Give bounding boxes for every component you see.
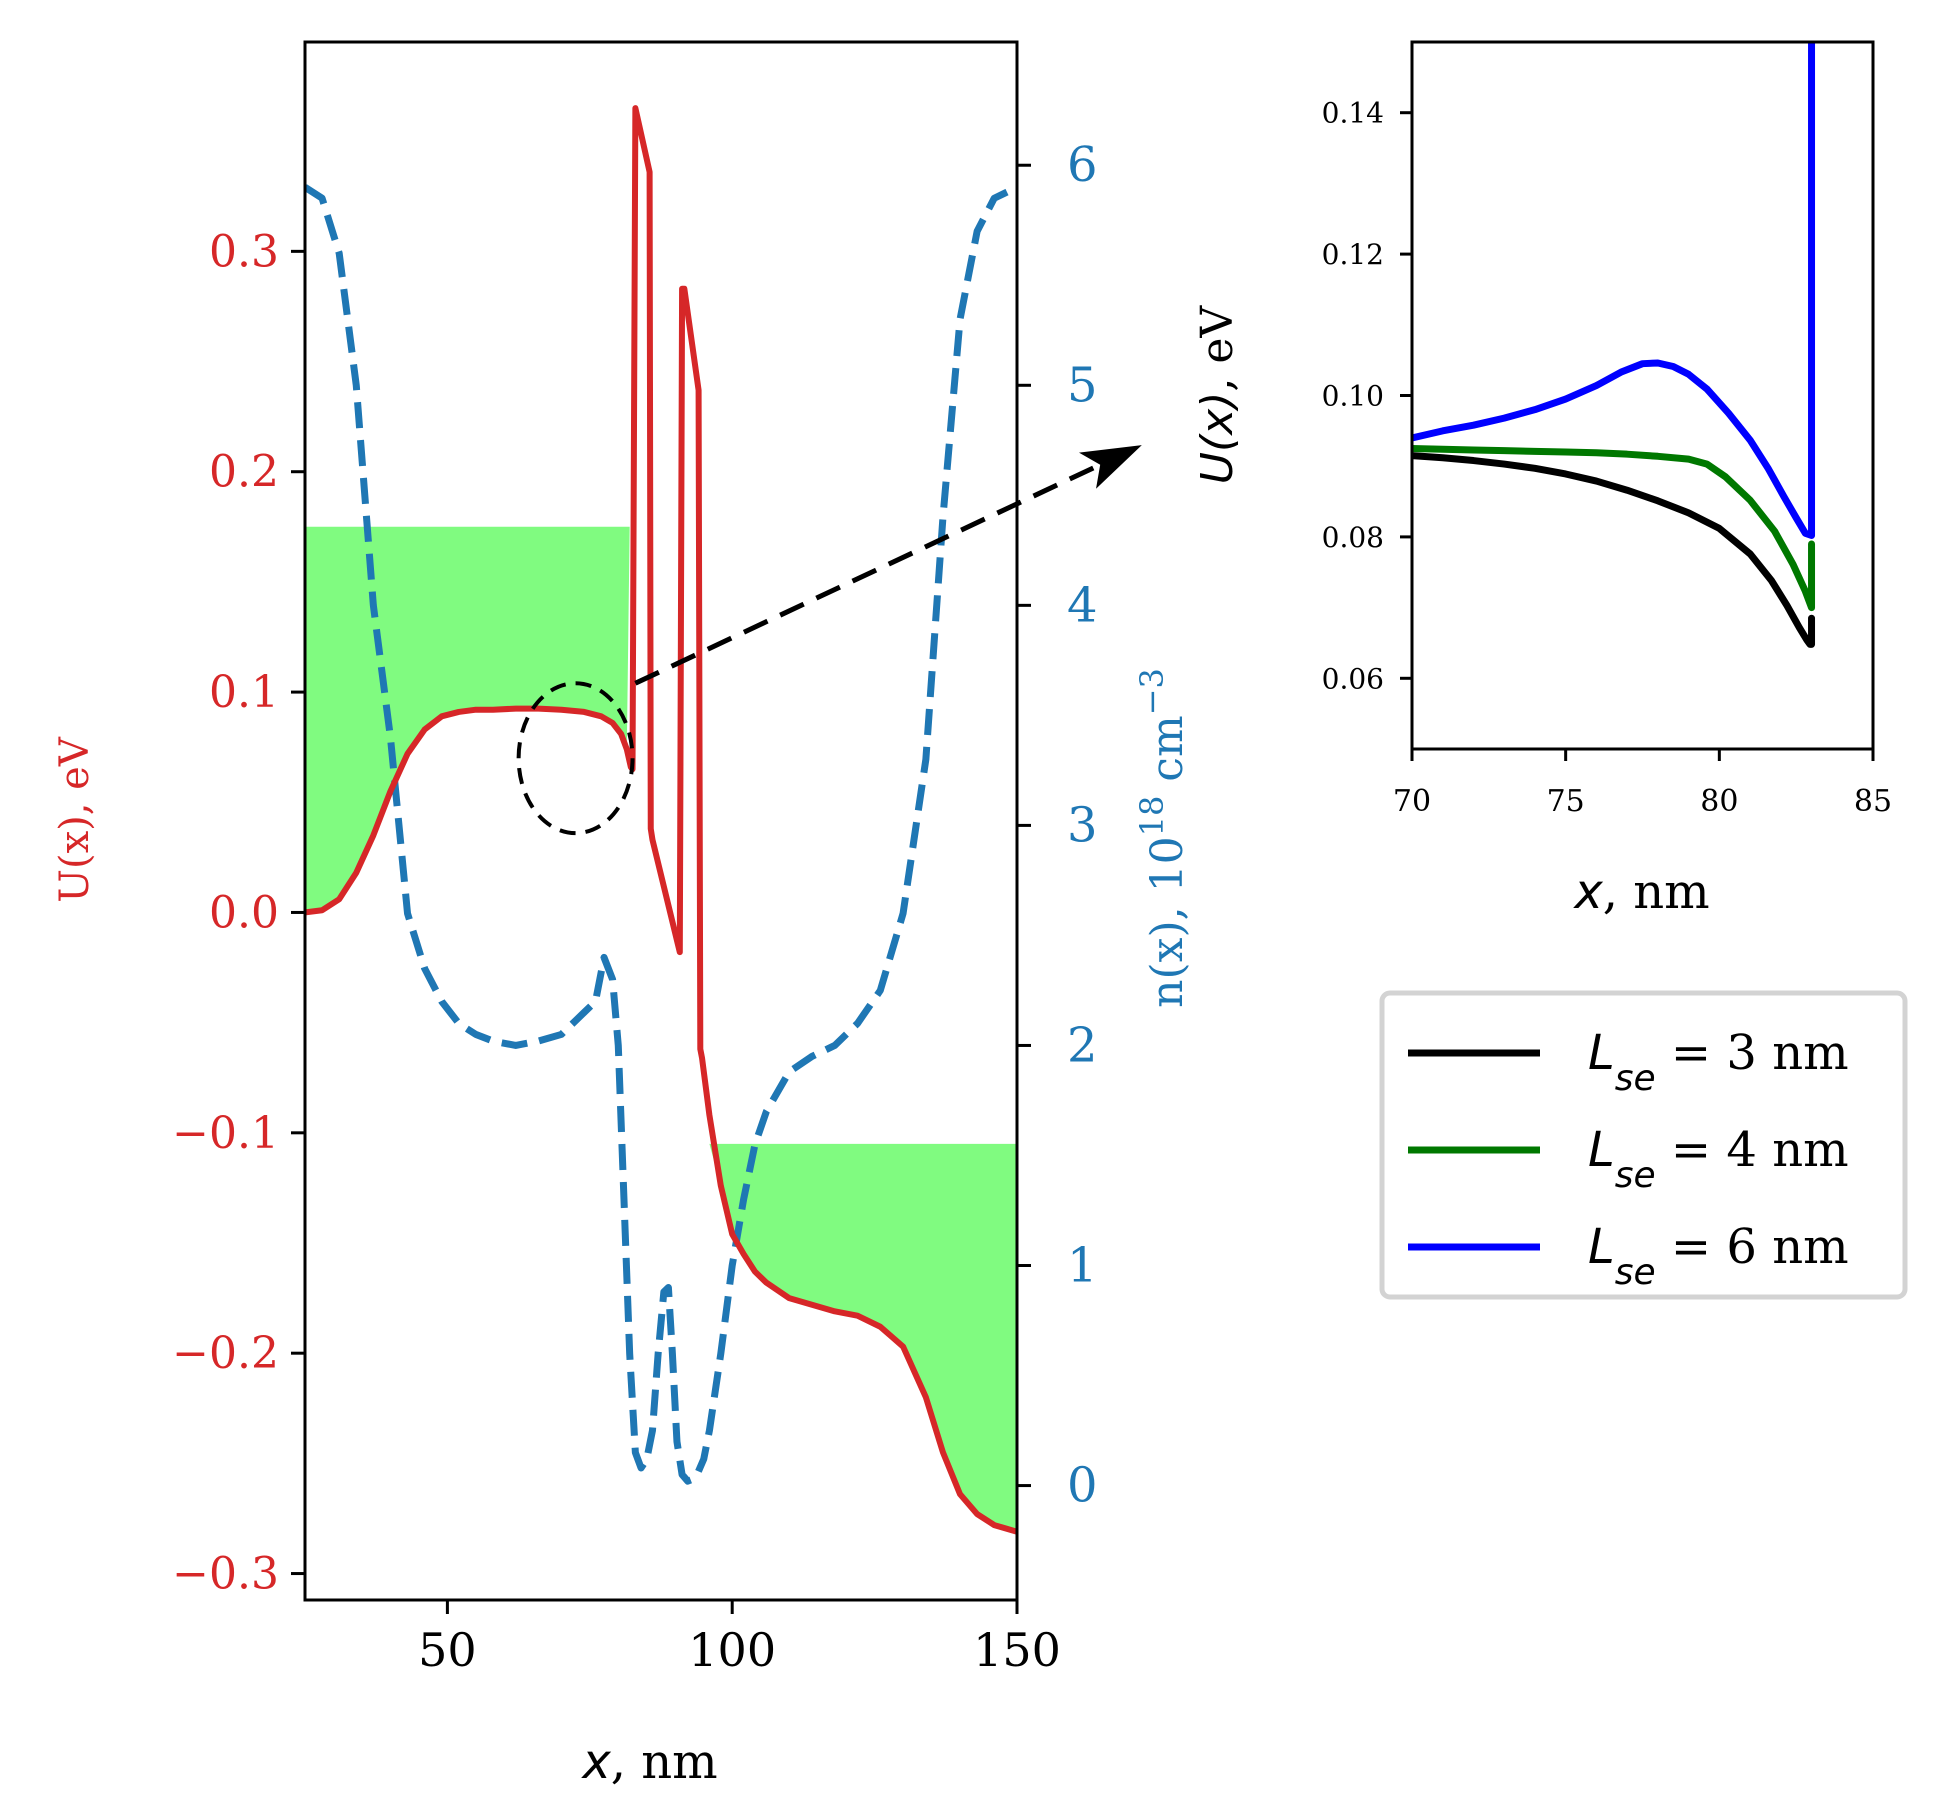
main-left-y-ticks: −0.3 −0.2 −0.1 0.0 0.1 0.2 0.3: [172, 226, 305, 1600]
fermi-fills: [305, 526, 1017, 1532]
main-right-y-tick-label: 1: [1067, 1238, 1098, 1294]
legend-label-sub: se: [1615, 1155, 1656, 1196]
inset-x-ticks: 70 75 80 85: [1393, 749, 1892, 819]
main-x-tick-label: 100: [688, 1623, 776, 1677]
main-left-y-tick-label: 0.1: [209, 667, 279, 718]
inset-y-tick-label: 0.08: [1322, 521, 1384, 554]
zoom-arrow: [634, 443, 1142, 686]
main-right-y-axis-label: n(x), 1018 cm−3: [1133, 668, 1193, 1008]
inset-y-ticks: 0.06 0.08 0.10 0.12 0.14: [1322, 97, 1412, 695]
main-x-unit: , nm: [611, 1734, 718, 1790]
main-left-y-tick-label: 0.0: [209, 887, 279, 938]
inset-y-tick-label: 0.12: [1322, 238, 1384, 271]
right-label-prefix: n(x), 10: [1142, 836, 1193, 1007]
main-right-y-tick-label: 0: [1067, 1458, 1098, 1514]
main-right-y-ticks: 0 1 2 3 4 5 6: [1017, 137, 1098, 1514]
inset-y-tick-label: 0.06: [1322, 662, 1384, 695]
inset-x-var: x: [1572, 864, 1603, 920]
legend-label-rest: = 4 nm: [1656, 1122, 1849, 1178]
inset-y-var: U(x): [1192, 392, 1243, 485]
density-line: [305, 184, 1017, 1485]
right-label-unit: cm: [1142, 715, 1193, 795]
main-left-y-tick-label: −0.1: [172, 1108, 279, 1159]
main-left-y-axis-label: U(x), eV: [52, 736, 98, 903]
right-label-exp: 18: [1133, 796, 1171, 837]
legend-label: Lse = 4 nm: [1588, 1122, 1849, 1196]
legend-label-sub: se: [1615, 1252, 1656, 1293]
main-right-y-tick-label: 4: [1067, 577, 1098, 633]
legend-label-var: L: [1588, 1219, 1615, 1275]
main-plot-frame: [303, 40, 1019, 1602]
main-x-ticks: 50 100 150: [418, 1600, 1061, 1677]
main-right-y-tick-label: 5: [1067, 357, 1098, 413]
legend-label-var: L: [1588, 1122, 1615, 1178]
inset-x-tick-label: 70: [1393, 784, 1431, 819]
zoom-circle: [516, 681, 635, 836]
fill-right-contact: [703, 1143, 1017, 1532]
legend-label-rest: = 6 nm: [1656, 1219, 1849, 1275]
inset-y-tick-label: 0.14: [1322, 97, 1384, 130]
right-label-unit-exp: −3: [1133, 668, 1171, 715]
inset-x-tick-label: 80: [1700, 784, 1738, 819]
legend-label-sub: se: [1615, 1058, 1656, 1099]
main-x-axis-label: x, nm: [580, 1734, 717, 1790]
inset-line-lse-3-nm: [1412, 452, 1816, 648]
inset-line-lse-6-nm: [1412, 42, 1816, 539]
zoom-annotations: [516, 443, 1142, 836]
main-right-y-tick-label: 6: [1067, 137, 1098, 193]
main-x-var: x: [580, 1734, 611, 1790]
inset-x-tick-label: 85: [1854, 784, 1892, 819]
main-right-y-tick-label: 3: [1067, 797, 1098, 853]
inset-y-tick-label: 0.10: [1322, 380, 1384, 413]
potential-line: [305, 105, 1017, 1535]
fill-left-contact: [305, 526, 630, 913]
main-x-tick-label: 50: [418, 1623, 477, 1677]
main-left-y-tick-label: −0.2: [172, 1328, 279, 1379]
legend-label: Lse = 3 nm: [1588, 1025, 1849, 1099]
inset-y-unit: , eV: [1192, 305, 1243, 392]
legend-label: Lse = 6 nm: [1588, 1219, 1849, 1293]
legend-label-var: L: [1588, 1025, 1615, 1081]
legend-box: [1379, 990, 1908, 1300]
main-left-y-tick-label: 0.3: [209, 226, 279, 277]
main-panel: 50 100 150 −0.3 −0.2 −0.1 0.0 0.1 0.2 0.3 0 1 2 3 4 5…: [52, 40, 1193, 1790]
inset-x-unit: , nm: [1603, 864, 1710, 920]
inset-x-axis-label: x, nm: [1572, 864, 1709, 920]
inset-panel: 70 75 80 85 0.06 0.08 0.10 0.12 0.14 x, nm U(x)…: [1192, 40, 1892, 920]
main-series: [305, 105, 1017, 1535]
inset-y-axis-label: U(x), eV: [1192, 305, 1243, 485]
main-left-y-tick-label: 0.2: [209, 447, 279, 498]
main-x-tick-label: 150: [973, 1623, 1061, 1677]
main-left-y-tick-label: −0.3: [172, 1549, 279, 1600]
inset-plot-frame: [1410, 40, 1875, 751]
main-right-y-tick-label: 2: [1067, 1017, 1098, 1073]
inset-series: [1412, 42, 1816, 648]
inset-line-lse-4-nm: [1412, 445, 1816, 612]
inset-x-tick-label: 75: [1547, 784, 1585, 819]
legend-label-rest: = 3 nm: [1656, 1025, 1849, 1081]
